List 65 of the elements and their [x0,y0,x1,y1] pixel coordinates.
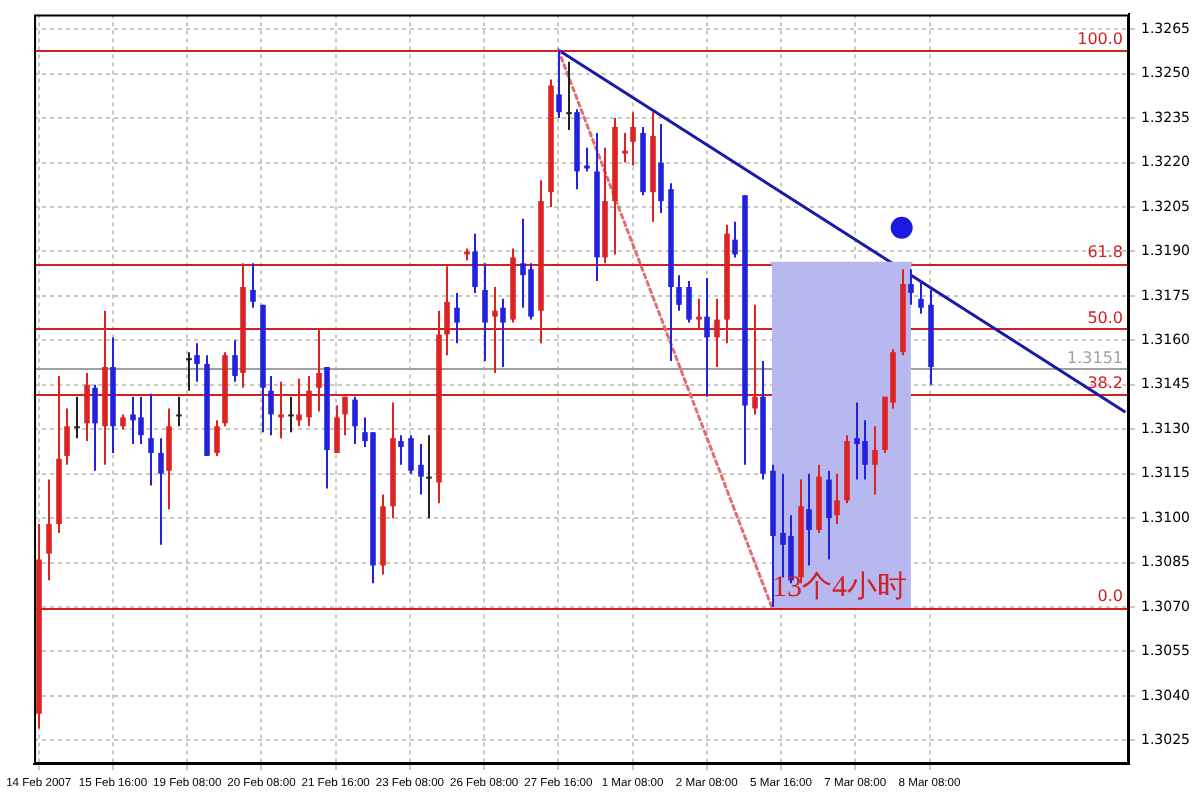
candlestick [352,395,358,446]
candlestick [752,303,758,416]
candlestick [556,48,562,120]
candlestick [64,407,70,466]
candlestick [92,383,98,472]
candlestick [84,371,90,443]
candlestick [46,478,52,582]
candlestick [780,472,786,579]
candlestick [268,374,274,437]
candlestick [74,395,80,440]
candlestick [704,277,710,398]
candlestick [492,286,498,374]
candlestick [166,407,172,511]
candlestick [444,265,450,357]
candlestick [398,434,404,466]
candlestick [732,220,738,259]
annotation: 38.2 [1087,373,1124,392]
candlestick [426,434,432,520]
candlestick [232,339,238,383]
candlestick [342,395,348,437]
candlestick [186,351,192,392]
candlestick [714,297,720,369]
candlestick [176,395,182,428]
candlestick [296,377,302,428]
candlestick [288,395,294,434]
candlestick [520,217,526,309]
candlestick [408,434,414,475]
candlestick [806,472,812,567]
candlestick [630,111,636,167]
candlestick [658,123,664,214]
candlestick [158,437,164,546]
candlestick [528,262,534,321]
candlestick [148,392,154,487]
annotation: 100.0 [1077,30,1124,49]
candlestick [418,443,424,496]
candlestick [278,380,284,440]
candlestick [130,395,136,446]
candlestick [696,297,702,330]
annotation: 61.8 [1087,243,1124,262]
candlestick [676,274,682,312]
candlestick [334,404,340,454]
candlestick [472,232,478,294]
candlestick [250,262,256,309]
candlestick [908,268,914,306]
candlestick [482,262,488,363]
candlestick [138,395,144,446]
candlestick [862,419,868,481]
candlestick [316,327,322,413]
candlestick [918,280,924,315]
candlestick [214,419,220,457]
candlestick [622,131,628,164]
candlestick [566,60,572,131]
annotation: 50.0 [1087,308,1124,327]
annotation: 13个4小时 [771,569,907,604]
candlestick [500,297,506,369]
candlestick [854,401,860,481]
candlestick [826,469,832,561]
candlestick [454,291,460,345]
candlestick [686,280,692,324]
annotation: 0.0 [1097,587,1124,606]
candlestick [194,342,200,383]
candlestick [306,374,312,428]
ref-line-label: 1.3151 [1067,349,1124,368]
candlestick [872,425,878,496]
candlestick [834,472,840,526]
